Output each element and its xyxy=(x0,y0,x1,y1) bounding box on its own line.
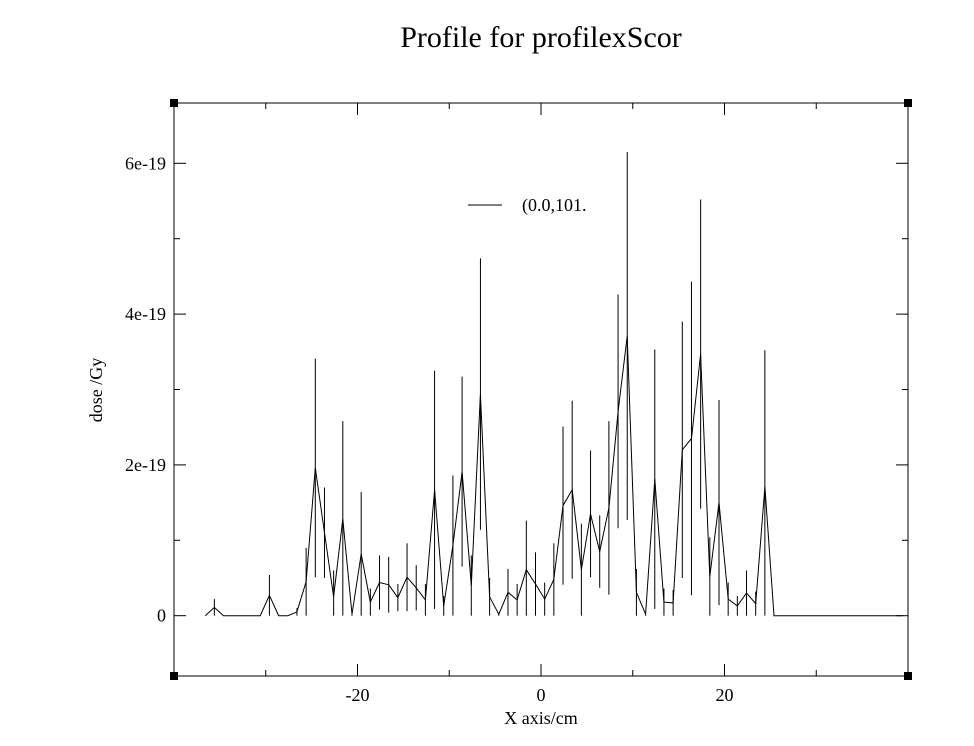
series-line xyxy=(204,335,903,617)
y-tick-label: 6e-19 xyxy=(125,153,166,173)
x-tick-label: 0 xyxy=(537,685,546,705)
legend: (0.0,101. xyxy=(468,195,587,216)
x-axis-label: X axis/cm xyxy=(504,708,578,728)
y-tick-label: 2e-19 xyxy=(125,455,166,475)
axis-ticks: -20 0 20 0 2e-19 4e-19 6e-19 xyxy=(125,103,909,705)
plot-frame xyxy=(173,102,909,677)
chart-title: Profile for profilexScor xyxy=(400,21,682,54)
y-axis-label: dose /Gy xyxy=(86,358,106,423)
x-tick-label: -20 xyxy=(346,685,370,705)
x-tick-label: 20 xyxy=(716,685,734,705)
error-bars xyxy=(213,152,766,616)
legend-label: (0.0,101. xyxy=(522,195,587,216)
y-tick-label: 4e-19 xyxy=(125,304,166,324)
y-tick-label: 0 xyxy=(157,606,166,626)
